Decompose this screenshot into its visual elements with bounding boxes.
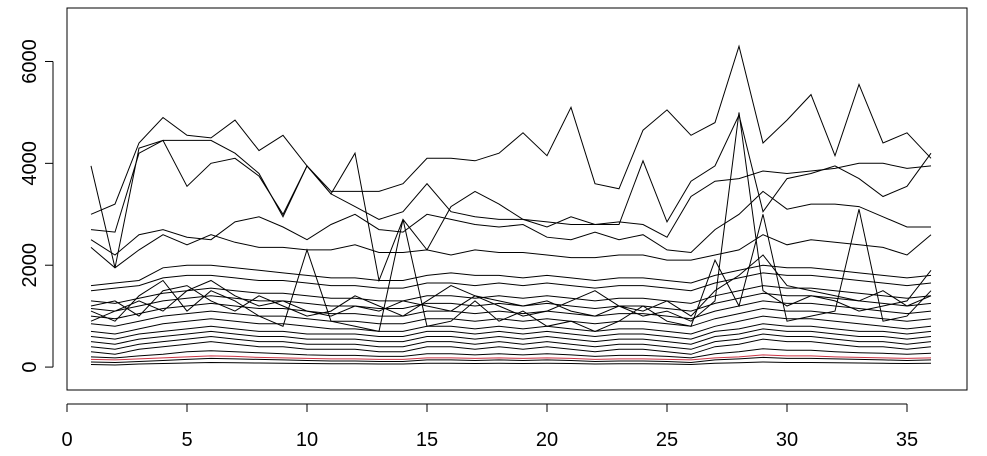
series-line-16	[90, 338, 932, 355]
y-tick-label: 4000	[19, 141, 41, 186]
series-line-19	[90, 361, 932, 366]
series-line-6	[90, 264, 932, 287]
y-tick-label: 6000	[19, 39, 41, 83]
series-line-7	[90, 272, 932, 292]
series-line-3	[90, 139, 932, 238]
x-axis: 0 5 10 15 20 25 30 35	[61, 403, 918, 451]
series-line-20	[90, 209, 932, 332]
x-tick-label: 5	[181, 429, 192, 451]
series-line-9	[90, 292, 932, 312]
y-tick-label: 2000	[19, 243, 41, 288]
series-line-22	[90, 254, 932, 322]
series-layer	[90, 44, 932, 366]
series-line-14	[90, 328, 932, 345]
x-tick-label: 20	[536, 429, 558, 451]
series-line-18	[90, 356, 932, 364]
plot-border	[66, 7, 968, 391]
series-line-12	[90, 315, 932, 335]
series-line-15	[90, 333, 932, 350]
series-line-8	[90, 285, 932, 304]
series-line-2	[90, 113, 932, 283]
series-line-17	[90, 348, 932, 359]
series-line-5	[90, 234, 932, 269]
y-axis: 0 2000 4000 6000	[19, 39, 54, 373]
series-line-21	[90, 112, 932, 322]
series-line-1	[90, 44, 932, 268]
series-line-accent	[90, 354, 932, 361]
x-tick-label: 10	[296, 429, 318, 451]
series-line-13	[90, 323, 932, 340]
series-line-11	[90, 307, 932, 327]
y-tick-label: 0	[19, 362, 41, 373]
x-tick-label: 25	[656, 429, 678, 451]
x-tick-label: 15	[416, 429, 438, 451]
series-line-10	[90, 300, 932, 320]
x-tick-label: 35	[896, 429, 918, 451]
series-line-4	[90, 190, 931, 256]
x-tick-label: 30	[776, 429, 798, 451]
x-tick-label: 0	[61, 429, 72, 451]
